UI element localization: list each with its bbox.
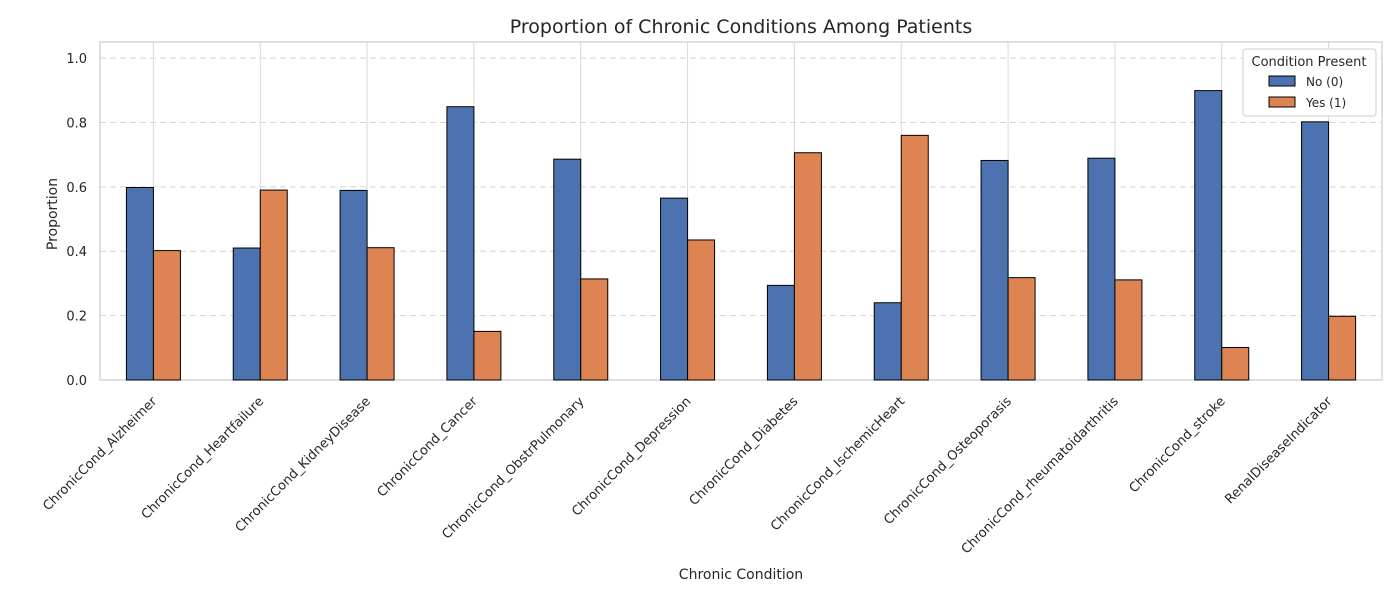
bar-no — [339, 189, 368, 381]
x-tick-label: ChronicCond_Heartfailure — [139, 394, 267, 522]
plot-frame — [99, 41, 1383, 381]
y-tick-label: 1.0 — [66, 52, 87, 67]
legend-label-no: No (0) — [1306, 75, 1343, 89]
x-tick-label: ChronicCond_Depression — [569, 394, 694, 519]
bar-no — [553, 158, 582, 381]
bar-no — [873, 302, 902, 381]
x-tick-label: ChronicCond_stroke — [1127, 394, 1229, 496]
x-tick-label: ChronicCond_Cancer — [375, 394, 482, 501]
bar-yes — [793, 152, 822, 381]
y-tick-label: 0.8 — [66, 116, 87, 131]
bar-yes — [1328, 315, 1357, 381]
bar-no — [125, 187, 154, 381]
x-tick-labels: ChronicCond_AlzheimerChronicCond_Heartfa… — [40, 394, 1336, 558]
bar-no — [232, 247, 261, 381]
y-tick-label: 0.4 — [66, 245, 87, 260]
bar-no — [1301, 121, 1330, 381]
x-tick-label: RenalDiseaseIndicator — [1222, 394, 1335, 507]
y-tick-label: 0.6 — [66, 181, 87, 196]
x-tick-label: ChronicCond_Alzheimer — [40, 394, 160, 514]
bar-no — [446, 106, 475, 381]
y-tick-label: 0.0 — [66, 374, 87, 389]
bar-no — [1087, 157, 1116, 381]
legend-swatch-yes — [1268, 96, 1296, 108]
chart-title: Proportion of Chronic Conditions Among P… — [510, 16, 973, 38]
legend: Condition Present No (0) Yes (1) — [1242, 48, 1377, 117]
legend-label-yes: Yes (1) — [1305, 96, 1346, 110]
bar-no — [766, 284, 795, 381]
bar-yes — [473, 330, 502, 381]
bar-yes — [580, 278, 609, 381]
bar-yes — [366, 247, 395, 381]
grid-layer — [100, 42, 1382, 381]
legend-title: Condition Present — [1252, 55, 1367, 70]
y-tick-label: 0.2 — [66, 310, 87, 325]
y-tick-labels: 0.0 0.2 0.4 0.6 0.8 1.0 — [66, 52, 87, 389]
x-axis-label: Chronic Condition — [679, 567, 803, 583]
bar-no — [980, 159, 1009, 381]
bar-yes — [152, 250, 181, 381]
bar-yes — [1114, 279, 1143, 381]
bar-yes — [1007, 277, 1036, 381]
bar-yes — [900, 134, 929, 381]
bars-layer — [125, 90, 1357, 381]
y-axis-label: Proportion — [45, 178, 61, 250]
bar-yes — [1221, 346, 1250, 381]
bar-no — [660, 197, 689, 381]
bar-yes — [259, 189, 288, 381]
bar-no — [1194, 90, 1223, 381]
bar-yes — [687, 239, 716, 381]
legend-swatch-no — [1268, 75, 1296, 87]
x-tick-label: ChronicCond_Osteoporasis — [881, 394, 1015, 528]
x-tick-label: ChronicCond_Diabetes — [687, 394, 802, 509]
